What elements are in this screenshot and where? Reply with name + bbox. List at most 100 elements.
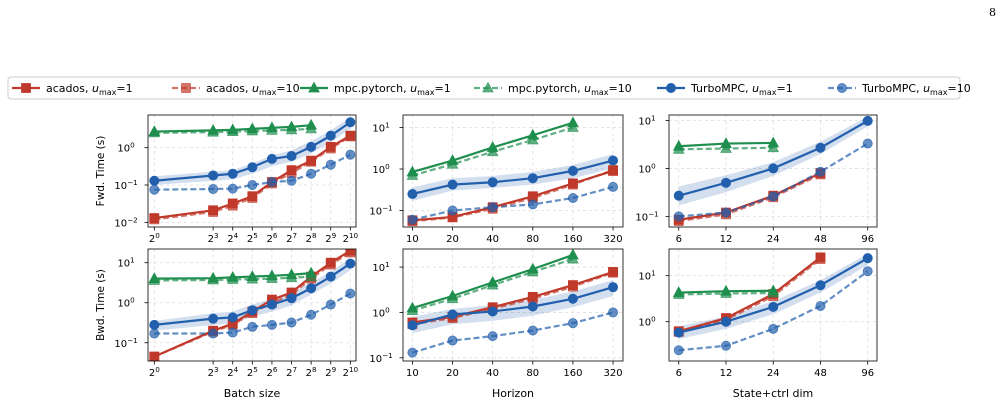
data-point xyxy=(149,175,160,186)
x-tick-label: 23 xyxy=(208,365,219,379)
x-tick-label: 160 xyxy=(563,368,582,379)
data-point xyxy=(673,190,684,201)
data-point xyxy=(306,283,317,294)
plot-area xyxy=(148,249,356,361)
y-tick-label: 101 xyxy=(372,120,389,134)
legend-entry: TurboMPC, umax=1 xyxy=(657,82,793,97)
data-point xyxy=(567,293,578,304)
x-tick-label: 28 xyxy=(306,231,317,245)
data-point xyxy=(345,288,356,299)
series-line xyxy=(412,168,614,223)
x-tick-label: 20 xyxy=(446,234,459,245)
x-tick-label: 80 xyxy=(526,368,539,379)
axes-frame xyxy=(402,114,624,228)
data-point xyxy=(266,299,277,310)
data-point xyxy=(345,131,356,142)
data-point xyxy=(673,211,684,222)
y-tick-label: 10−1 xyxy=(114,178,137,192)
data-point xyxy=(266,124,278,135)
data-point xyxy=(526,133,539,145)
y-axis-label: Bwd. Time (s) xyxy=(95,269,107,341)
data-point xyxy=(862,266,873,277)
data-point xyxy=(286,175,297,186)
x-axis-label: Batch size xyxy=(224,387,281,400)
data-point xyxy=(246,272,259,284)
x-tick-label: 20 xyxy=(149,365,160,379)
x-tick-label: 29 xyxy=(325,231,336,245)
legend-entry: TurboMPC, umax=10 xyxy=(828,82,971,97)
data-point xyxy=(608,155,619,166)
data-point xyxy=(608,267,618,278)
data-point xyxy=(568,179,578,190)
data-point xyxy=(345,258,356,269)
x-tick-label: 25 xyxy=(247,231,258,245)
uncertainty-band xyxy=(412,153,614,201)
x-tick-label: 27 xyxy=(286,365,297,379)
x-tick-label: 26 xyxy=(266,231,277,245)
legend-entry: acados, umax=10 xyxy=(172,82,300,97)
data-point xyxy=(406,169,419,180)
y-axis-label: Fwd. Time (s) xyxy=(95,136,107,207)
x-tick-label: 24 xyxy=(227,231,238,245)
x-tick-label: 28 xyxy=(306,365,317,379)
data-point xyxy=(286,317,297,328)
x-tick-label: 27 xyxy=(286,231,297,245)
y-tick-label: 100 xyxy=(638,315,656,329)
data-point xyxy=(567,192,578,203)
data-point xyxy=(149,319,160,330)
data-point xyxy=(815,280,826,291)
data-point xyxy=(207,273,220,285)
x-axis-label: State+ctrl dim xyxy=(733,387,814,400)
plot-area xyxy=(672,252,873,356)
data-point xyxy=(527,199,538,210)
data-point xyxy=(446,292,459,304)
data-point xyxy=(673,327,684,338)
data-point xyxy=(226,125,239,136)
data-point xyxy=(768,323,779,334)
data-point xyxy=(208,328,219,339)
data-point xyxy=(266,177,277,188)
data-point xyxy=(345,249,356,258)
x-tick-label: 12 xyxy=(720,368,733,379)
data-point xyxy=(325,271,336,282)
data-point xyxy=(247,193,258,203)
legend-marker xyxy=(308,81,320,93)
data-point xyxy=(149,184,160,195)
data-point xyxy=(247,162,258,173)
x-tick-label: 48 xyxy=(814,368,827,379)
data-point xyxy=(305,122,318,134)
data-point xyxy=(208,313,219,324)
data-point xyxy=(815,166,826,177)
data-point xyxy=(768,301,779,312)
y-tick-label: 101 xyxy=(638,113,655,127)
y-tick-label: 100 xyxy=(638,161,656,175)
plot-area xyxy=(672,115,873,226)
y-tick-label: 10−2 xyxy=(114,215,137,229)
legend-label: mpc.pytorch, umax=1 xyxy=(334,82,451,97)
x-tick-label: 24 xyxy=(767,368,780,379)
x-tick-label: 160 xyxy=(563,234,582,245)
data-point xyxy=(306,141,317,152)
data-point xyxy=(325,259,336,270)
panel-fwd-batch: 20 23 24 25 26 27 28 29 210 10−2 10−1 100 Fwd. Time … xyxy=(95,114,359,245)
data-point xyxy=(568,281,578,292)
data-point xyxy=(285,271,298,283)
legend-label: acados, umax=10 xyxy=(206,82,300,97)
series-line xyxy=(678,270,869,352)
series-line xyxy=(154,135,351,221)
series-line xyxy=(678,256,822,333)
x-tick-label: 20 xyxy=(446,368,459,379)
series-line xyxy=(678,258,822,333)
x-tick-label: 210 xyxy=(343,365,359,379)
data-point xyxy=(246,124,259,136)
data-point xyxy=(285,123,298,135)
data-point xyxy=(672,288,685,299)
data-point xyxy=(768,191,779,202)
data-point xyxy=(407,320,418,331)
data-point xyxy=(305,270,318,281)
data-point xyxy=(266,319,277,330)
plot-area xyxy=(406,116,619,227)
data-point xyxy=(446,157,459,169)
data-point xyxy=(345,117,356,128)
data-point xyxy=(325,130,336,141)
